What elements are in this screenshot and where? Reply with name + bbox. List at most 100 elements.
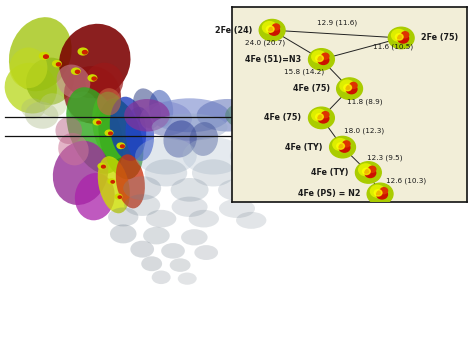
Ellipse shape [85,63,123,100]
Ellipse shape [239,160,282,186]
Ellipse shape [126,107,154,161]
Circle shape [365,168,376,178]
Ellipse shape [385,127,411,153]
Circle shape [363,168,370,175]
Ellipse shape [334,160,377,186]
Text: 4Fe (TY): 4Fe (TY) [311,168,348,177]
Ellipse shape [419,78,453,112]
Ellipse shape [391,68,434,108]
Ellipse shape [277,139,339,173]
Circle shape [53,61,61,67]
Ellipse shape [170,258,191,272]
Ellipse shape [197,99,258,132]
Circle shape [346,85,357,94]
Ellipse shape [97,88,121,115]
Circle shape [370,185,384,197]
Circle shape [312,51,326,63]
Circle shape [337,78,363,99]
Circle shape [108,179,115,184]
Circle shape [44,55,48,58]
Text: 11.8 (8.9): 11.8 (8.9) [347,98,383,104]
Ellipse shape [194,245,218,260]
Text: 15.8 (14.2): 15.8 (14.2) [283,69,324,75]
Text: 4Fe (TY): 4Fe (TY) [285,143,323,152]
Circle shape [339,143,350,152]
Ellipse shape [55,117,82,144]
Text: 24.0 (20.7): 24.0 (20.7) [245,40,285,46]
Ellipse shape [161,243,185,259]
Ellipse shape [116,154,145,208]
Ellipse shape [192,159,235,186]
Ellipse shape [58,133,89,165]
Circle shape [316,55,323,62]
Ellipse shape [356,126,383,152]
Ellipse shape [5,63,57,114]
Circle shape [309,107,334,128]
Ellipse shape [246,124,275,154]
Ellipse shape [26,58,73,105]
Ellipse shape [353,99,424,132]
Ellipse shape [123,176,161,200]
Ellipse shape [135,137,197,175]
Ellipse shape [219,199,255,218]
Ellipse shape [189,210,219,227]
Circle shape [340,80,354,92]
Ellipse shape [384,49,422,86]
Ellipse shape [140,102,192,136]
Ellipse shape [271,125,298,153]
Ellipse shape [287,160,329,186]
Ellipse shape [130,241,154,258]
Circle shape [88,75,97,81]
Text: 11.6 (10.5): 11.6 (10.5) [373,43,413,50]
Text: 12.6 (10.3): 12.6 (10.3) [386,178,426,184]
Ellipse shape [415,129,438,153]
Ellipse shape [66,87,123,174]
Circle shape [395,34,403,40]
Circle shape [72,68,80,74]
Circle shape [93,119,101,125]
Ellipse shape [396,101,457,131]
Circle shape [118,196,121,198]
Ellipse shape [98,99,144,179]
Ellipse shape [308,98,384,132]
Circle shape [82,51,87,54]
Text: 2Fe (75): 2Fe (75) [421,34,458,42]
Ellipse shape [143,227,170,244]
Text: 4Fe (75): 4Fe (75) [292,84,329,93]
Circle shape [269,26,280,35]
Ellipse shape [53,141,109,205]
Ellipse shape [141,256,162,271]
Ellipse shape [64,66,121,124]
Circle shape [56,63,61,66]
Ellipse shape [225,98,296,132]
Text: 4Fe (PS) = N2: 4Fe (PS) = N2 [298,190,360,198]
Ellipse shape [9,17,72,91]
Text: 4Fe (75): 4Fe (75) [264,113,301,122]
Circle shape [111,181,114,183]
Ellipse shape [69,92,97,122]
Circle shape [333,139,347,150]
Circle shape [376,190,387,199]
Circle shape [39,53,49,59]
Ellipse shape [325,139,386,173]
Ellipse shape [313,179,351,201]
Ellipse shape [92,92,131,159]
Circle shape [350,82,357,88]
Circle shape [356,162,381,183]
Ellipse shape [56,64,91,98]
Ellipse shape [164,120,197,158]
Ellipse shape [25,102,58,129]
Ellipse shape [149,90,173,127]
Circle shape [367,183,393,205]
Ellipse shape [236,212,266,229]
Circle shape [318,56,329,64]
Circle shape [359,164,373,176]
Circle shape [309,49,334,70]
Ellipse shape [152,114,228,141]
Ellipse shape [9,47,47,88]
Circle shape [312,109,326,121]
Ellipse shape [75,173,115,220]
Ellipse shape [300,125,326,153]
Circle shape [316,114,323,120]
Ellipse shape [146,210,176,227]
